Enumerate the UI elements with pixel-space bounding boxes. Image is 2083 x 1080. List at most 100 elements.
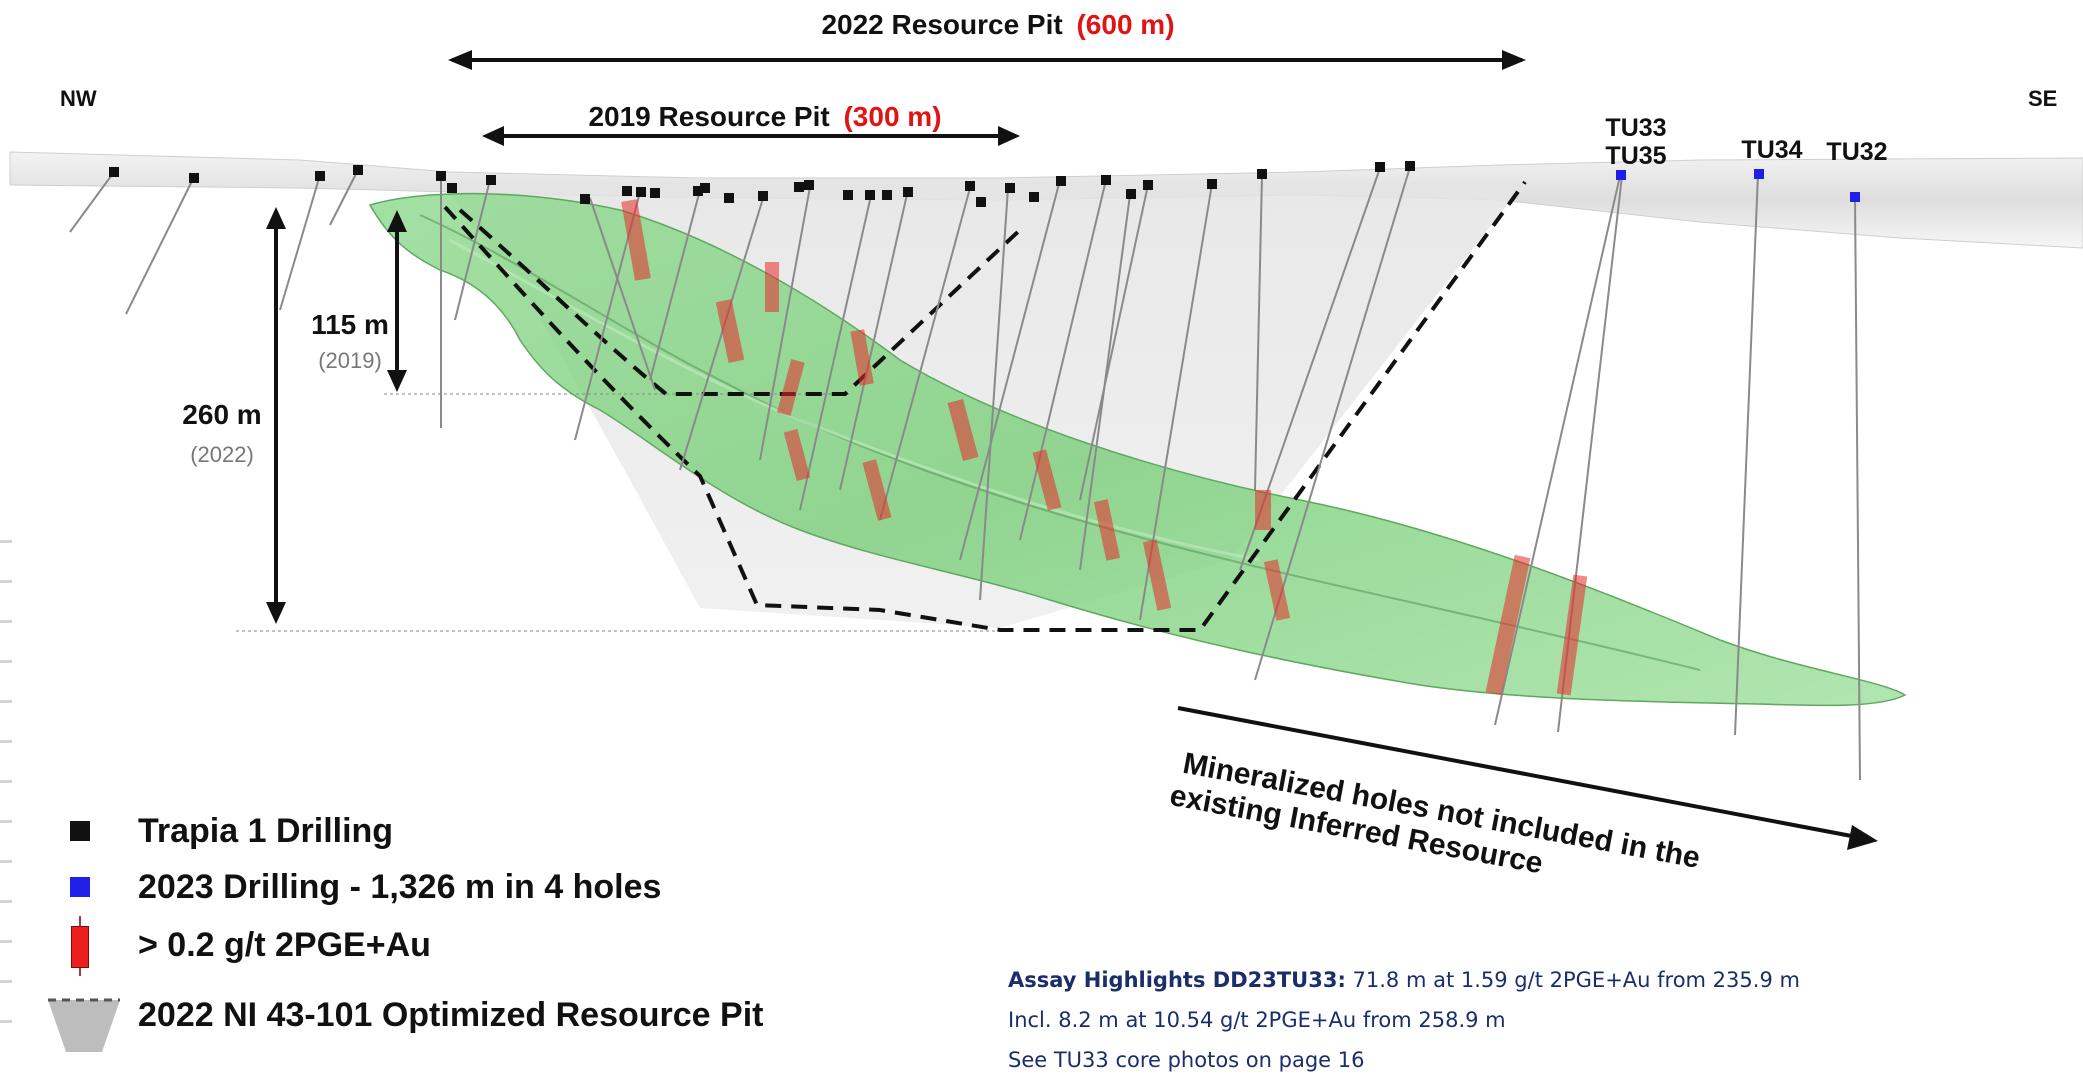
drill-hole <box>1019 179 1107 541</box>
annotation-text: Mineralized holes not included in the ex… <box>1167 747 1702 881</box>
black-square-icon <box>804 180 814 190</box>
depth-2022-year: (2022) <box>190 442 254 467</box>
drill-hole <box>125 176 195 315</box>
drill-2023-collars <box>1616 169 1860 202</box>
black-square-icon <box>447 183 457 193</box>
legend-item-2023-drilling: 2023 Drilling - 1,326 m in 4 holes <box>0 860 900 916</box>
depth-2019-arrowhead-top <box>387 210 407 232</box>
pit-2022-label: 2022 Resource Pit <box>821 9 1062 40</box>
pit-2019-outline <box>458 208 1024 396</box>
pit-2022-outline <box>443 180 1527 632</box>
black-square-icon <box>486 175 496 185</box>
black-square-icon <box>758 191 768 201</box>
legend-item-trapia-drilling: Trapia 1 Drilling <box>0 804 900 860</box>
mineralized-body-ridge <box>419 214 1701 671</box>
pit-2022-length: (600 m) <box>1076 9 1174 40</box>
hole-label-tu33: TU33 <box>1605 114 1666 142</box>
intercept-bar <box>1485 554 1531 696</box>
nw-label: NW <box>60 86 97 111</box>
pit-2022-title: 2022 Resource Pit (600 m) <box>821 9 1174 40</box>
trapia-1-collars <box>109 161 1415 207</box>
black-square-icon <box>1257 169 1267 179</box>
assay-line-3: See TU33 core photos on page 16 <box>1008 1048 1365 1072</box>
assay-line-1: Assay Highlights DD23TU33: 71.8 m at 1.5… <box>1008 960 2008 1000</box>
drill-hole <box>799 199 871 511</box>
black-square-icon <box>650 188 660 198</box>
hole-label-tu32: TU32 <box>1826 138 1887 166</box>
black-square-icon <box>1056 176 1066 186</box>
black-square-icon <box>693 186 703 196</box>
intercept-bar <box>850 329 874 386</box>
intercept-bar <box>776 359 805 416</box>
black-square-icon <box>315 171 325 181</box>
legend-label: 2022 NI 43-101 Optimized Resource Pit <box>138 996 764 1034</box>
red-bar-icon <box>71 926 89 968</box>
blue-square-icon <box>1616 170 1626 180</box>
legend: Trapia 1 Drilling 2023 Drilling - 1,326 … <box>0 790 900 1062</box>
intercept-bar <box>783 429 811 481</box>
se-label: SE <box>2028 86 2057 111</box>
intercept-bar <box>621 199 651 281</box>
pit-2019-title: 2019 Resource Pit (300 m) <box>588 101 941 132</box>
page-edge-decoration <box>0 520 12 1060</box>
pit-2022-arrowhead-right <box>1502 50 1526 70</box>
intercept-bar <box>1142 539 1172 611</box>
legend-item-grade: > 0.2 g/t 2PGE+Au <box>0 916 900 976</box>
intercept-bar <box>1032 449 1062 511</box>
black-square-icon <box>903 187 913 197</box>
drill-hole <box>649 189 701 381</box>
hole-label-tu34: TU34 <box>1741 136 1802 164</box>
drill-hole-tu34 <box>1734 173 1759 736</box>
intercept-bar <box>1263 559 1291 621</box>
drill-hole <box>979 187 1009 601</box>
black-square-icon <box>965 181 975 191</box>
black-square-icon <box>1143 180 1153 190</box>
black-square-icon <box>976 197 986 207</box>
black-square-icon <box>70 821 90 841</box>
black-square-icon <box>865 190 875 200</box>
black-square-icon <box>1101 175 1111 185</box>
legend-label: > 0.2 g/t 2PGE+Au <box>138 926 431 964</box>
black-square-icon <box>109 167 119 177</box>
black-square-icon <box>622 186 632 196</box>
blue-square-icon <box>1850 192 1860 202</box>
black-square-icon <box>189 173 199 183</box>
drill-hole <box>759 186 811 461</box>
black-square-icon <box>1005 183 1015 193</box>
hole-label-tu35: TU35 <box>1605 142 1666 170</box>
drill-hole <box>1254 174 1263 491</box>
black-square-icon <box>1207 179 1217 189</box>
drill-hole <box>879 187 971 521</box>
intercept-bar <box>1093 499 1121 561</box>
assay-line-2: Incl. 8.2 m at 10.54 g/t 2PGE+Au from 25… <box>1008 1008 1506 1032</box>
pit-2019-length: (300 m) <box>843 101 941 132</box>
intercept-bar <box>765 262 779 312</box>
drill-hole-tu32 <box>1854 195 1861 781</box>
pit-shape-icon <box>48 998 120 1052</box>
drill-hole <box>959 179 1061 561</box>
intercept-bar <box>862 459 892 521</box>
assay-summary: 71.8 m at 1.59 g/t 2PGE+Au from 235.9 m <box>1345 968 1800 992</box>
black-square-icon <box>353 165 363 175</box>
legend-label: 2023 Drilling - 1,326 m in 4 holes <box>138 868 662 906</box>
black-square-icon <box>1375 162 1385 172</box>
annotation-arrow <box>1177 706 1863 840</box>
black-square-icon <box>843 190 853 200</box>
pit-2019-label: 2019 Resource Pit <box>588 101 829 132</box>
drill-hole-tu33 <box>1494 175 1621 726</box>
black-square-icon <box>1126 189 1136 199</box>
drill-hole <box>454 179 491 321</box>
pit-2022-arrowhead-left <box>448 50 472 70</box>
black-square-icon <box>436 171 446 181</box>
depth-2019-year: (2019) <box>318 348 382 373</box>
legend-label: Trapia 1 Drilling <box>138 812 394 850</box>
drill-hole <box>69 171 115 233</box>
blue-square-icon <box>70 877 90 897</box>
black-square-icon <box>882 190 892 200</box>
black-square-icon <box>636 187 646 197</box>
black-square-icon <box>724 193 734 203</box>
intercept-bar <box>1255 490 1271 530</box>
annotation-arrowhead <box>1847 825 1878 850</box>
drill-hole <box>279 174 321 311</box>
